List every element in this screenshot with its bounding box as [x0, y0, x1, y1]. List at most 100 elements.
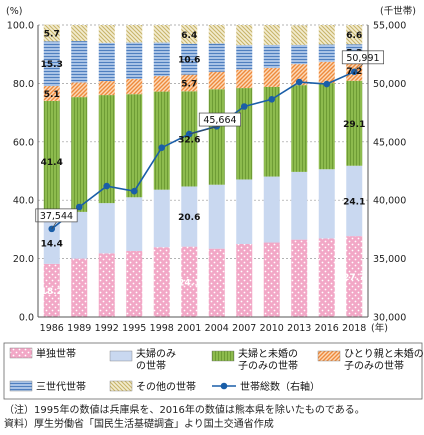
line-point	[268, 96, 276, 103]
bar-segment-5	[263, 44, 280, 68]
bar-segment-6	[98, 25, 115, 43]
line-point	[130, 187, 138, 195]
bar-segment-5	[291, 44, 308, 65]
y2-tick-label: 50,000	[373, 79, 406, 90]
legend-label: 単独世帯	[36, 347, 76, 360]
bar-segment-1	[98, 253, 115, 317]
bar-segment-5	[208, 43, 225, 72]
legend-swatch	[317, 350, 341, 362]
x-axis-suffix: (年)	[371, 322, 388, 334]
bar-data-label: 10.6	[178, 56, 200, 66]
y-tick-label: 60.0	[13, 137, 34, 148]
bar-segment-5	[318, 44, 335, 62]
bar-segment-3	[236, 88, 253, 180]
bar-segment-3	[181, 91, 198, 187]
bar-segment-3	[263, 86, 280, 177]
line-point	[75, 203, 83, 211]
bar-segment-1	[181, 246, 198, 317]
bar-segment-5	[71, 41, 88, 83]
bar-segment-4	[208, 71, 225, 90]
x-tick-label: 1986	[40, 323, 64, 334]
x-tick-label: 1998	[150, 323, 174, 334]
bar-segment-1	[43, 263, 60, 317]
bar-segment-3	[318, 83, 335, 170]
bar-segment-3	[346, 80, 363, 166]
bar-segment-1	[236, 244, 253, 317]
x-tick-label: 1992	[95, 323, 119, 334]
bar-segment-6	[71, 25, 88, 42]
legend-label: 夫婦のみ	[136, 348, 176, 360]
y2-tick-label: 45,000	[373, 137, 406, 148]
bar-segment-4	[98, 81, 115, 96]
x-tick-label: 2001	[177, 323, 201, 334]
y-tick-label: 80.0	[13, 79, 34, 90]
bar-segment-4	[153, 76, 170, 92]
bar-data-label: 6.6	[346, 31, 362, 41]
callout-label: 50,991	[346, 53, 379, 64]
bar-data-label: 15.3	[41, 60, 63, 70]
bar-segment-3	[71, 97, 88, 212]
x-tick-label: 2018	[342, 323, 366, 334]
bar-segment-5	[98, 42, 115, 82]
bar-segment-1	[263, 242, 280, 317]
bar-segment-3	[43, 100, 60, 222]
bar-segment-2	[346, 165, 363, 237]
callout-box	[35, 208, 78, 223]
total-households-line	[51, 71, 355, 230]
bar-segment-6	[236, 25, 253, 46]
callout-leader	[354, 63, 364, 73]
bar-segment-4	[291, 64, 308, 86]
bar-data-label: 5.7	[44, 30, 60, 40]
y-tick-label: 0.0	[19, 313, 34, 324]
line-point	[240, 103, 248, 110]
bar-segment-1	[291, 239, 308, 317]
bar-segment-2	[181, 186, 198, 247]
bar-segment-2	[263, 176, 280, 243]
left-axis-unit: (%)	[6, 6, 22, 17]
legend-swatch	[109, 350, 133, 362]
bar-segment-2	[318, 169, 335, 239]
bar-segment-2	[71, 211, 88, 259]
legend-swatch	[211, 350, 235, 362]
bar-data-label: 14.4	[41, 239, 63, 249]
bar-segment-3	[208, 89, 225, 185]
legend-label: 夫婦と未婚の	[238, 347, 298, 360]
x-tick-label: 2016	[315, 323, 339, 334]
bar-segment-2	[208, 184, 225, 249]
y-tick-label: 100.0	[7, 21, 34, 32]
bar-segment-3	[153, 91, 170, 190]
x-tick-label: 2010	[260, 323, 284, 334]
bar-segment-4	[43, 86, 60, 101]
bar-segment-4	[71, 82, 88, 98]
x-tick-label: 1995	[122, 323, 146, 334]
bar-segment-4	[263, 67, 280, 87]
y2-tick-label: 55,000	[373, 21, 406, 32]
bar-segment-4	[236, 69, 253, 89]
bar-data-label: 24.1	[178, 278, 200, 288]
callout-box	[341, 50, 385, 65]
bar-segment-3	[98, 95, 115, 204]
legend-label: 世帯総数（右軸）	[240, 380, 320, 393]
bar-data-label: 20.6	[178, 213, 200, 223]
bar-segment-5	[126, 42, 143, 80]
x-tick-label: 2013	[287, 323, 311, 334]
legend-label: 三世代世帯	[36, 380, 86, 393]
line-point	[323, 80, 331, 88]
footnote-source: 資料）厚生労働省「国民生活基礎調査」より国土交通省作成	[4, 419, 274, 430]
bar-segment-1	[318, 238, 335, 317]
bar-data-label: 6.4	[181, 31, 197, 41]
bar-segment-1	[346, 236, 363, 317]
legend-swatch	[9, 380, 33, 392]
callout-leader	[189, 125, 221, 135]
bar-segment-1	[71, 258, 88, 317]
bar-data-label: 27.7	[343, 273, 365, 283]
line-point	[295, 78, 303, 86]
y-tick-label: 20.0	[13, 254, 34, 265]
bar-segment-6	[43, 24, 60, 42]
legend-label: 子のみの世帯	[344, 359, 404, 372]
bar-segment-5	[181, 43, 198, 75]
bar-segment-5	[43, 41, 60, 87]
x-tick-label: 1989	[67, 323, 91, 334]
bar-segment-2	[291, 171, 308, 240]
